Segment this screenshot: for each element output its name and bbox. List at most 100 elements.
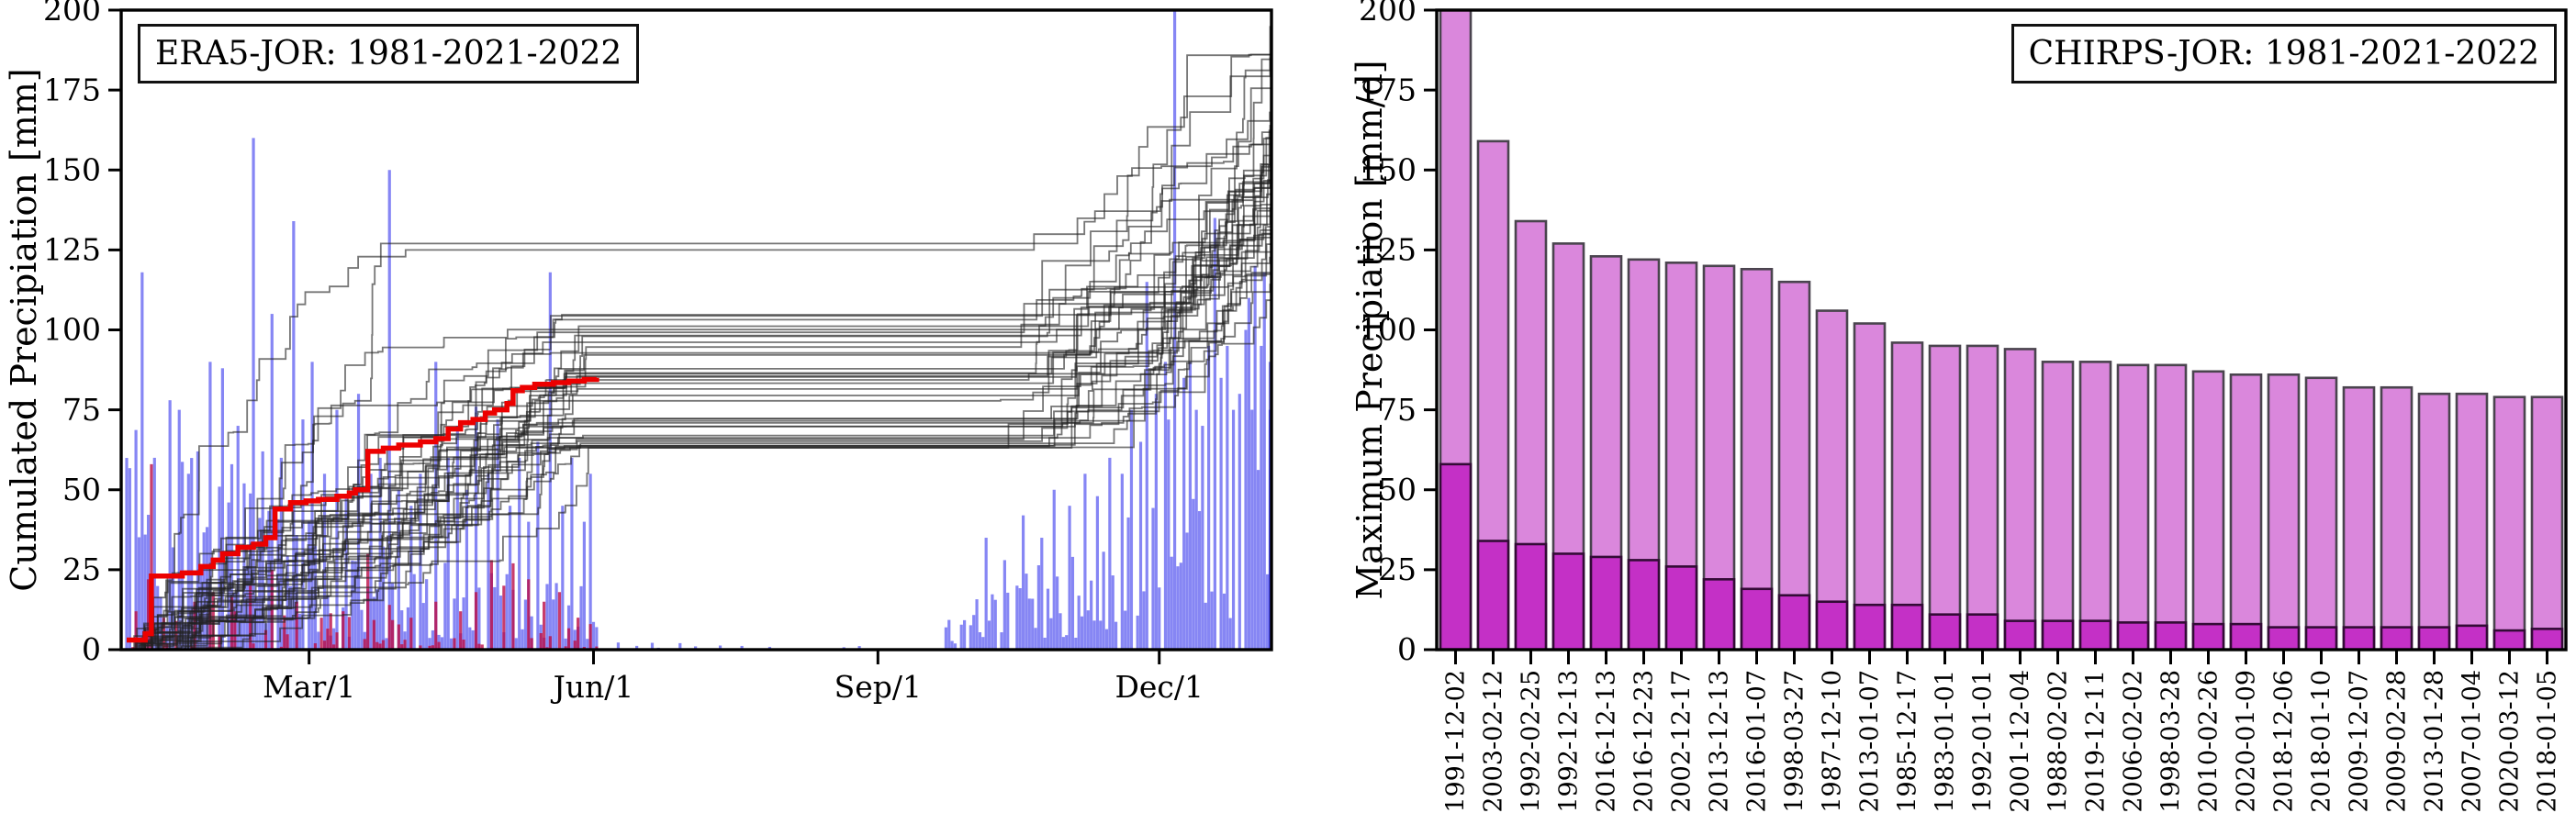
max-precip-bar — [2116, 363, 2150, 650]
daily-precip-2022-bar — [453, 638, 456, 650]
cumulative-curves-ensemble — [127, 26, 1271, 650]
daily-precip-bar — [421, 603, 425, 650]
daily-precip-bar — [400, 610, 404, 650]
daily-precip-bar — [443, 562, 447, 650]
daily-precip-2022-bar — [347, 617, 352, 650]
daily-precip-bar — [230, 463, 234, 650]
cumulative-curve-year — [127, 272, 1271, 650]
max-precip-bar — [2041, 361, 2075, 650]
daily-precip-bar — [1176, 566, 1180, 650]
daily-precip-bar — [1238, 394, 1241, 650]
daily-precip-2022-bar — [434, 601, 438, 650]
y-tick-label: 175 — [43, 72, 101, 107]
daily-precip-bar — [474, 406, 478, 650]
cumulative-curve-year — [127, 215, 1271, 650]
daily-precip-2022-bar — [381, 640, 386, 650]
overlay-max-bar — [1702, 578, 1736, 650]
daily-precip-bar — [595, 627, 599, 650]
daily-precip-bar — [171, 547, 175, 650]
overlay-max-bar — [2191, 622, 2225, 650]
daily-precip-2022-bar — [437, 641, 441, 650]
daily-precip-bar — [387, 170, 391, 650]
daily-precip-bar — [412, 574, 416, 650]
daily-precip-bar — [1070, 556, 1075, 650]
daily-precip-bar — [1036, 565, 1041, 650]
daily-precip-2022-bar — [366, 553, 370, 650]
daily-precip-bar — [1170, 556, 1173, 650]
daily-precip-2022-bar — [387, 605, 391, 650]
daily-precip-bar — [1074, 637, 1078, 650]
y-tick-label: 25 — [1378, 551, 1417, 587]
daily-precip-bar — [1027, 598, 1031, 650]
x-date-label: 2009-12-07 — [2346, 670, 2374, 813]
daily-precip-bar — [1129, 409, 1134, 650]
daily-precip-bar — [1213, 217, 1216, 650]
daily-precip-bar — [579, 585, 583, 650]
x-date-label: 1992-02-25 — [1518, 670, 1546, 813]
daily-precip-bar — [406, 607, 410, 650]
daily-precip-2022-bar — [286, 634, 289, 650]
x-date-label: 1998-03-28 — [2157, 670, 2186, 813]
daily-precip-bar — [505, 574, 509, 650]
daily-precip-2022-bar — [431, 645, 434, 650]
x-date-label: 2018-01-10 — [2308, 670, 2336, 813]
daily-precip-2022-bar — [391, 619, 395, 650]
cumulative-curve-year — [127, 273, 1271, 650]
plot-border — [1435, 8, 2568, 652]
x-date-label: 2020-03-12 — [2496, 670, 2525, 813]
daily-precip-bar — [477, 587, 481, 650]
daily-precip-bar — [1228, 618, 1232, 650]
daily-precip-bar — [1207, 345, 1211, 650]
daily-precip-bar — [1247, 297, 1251, 650]
daily-precip-bar — [1080, 616, 1084, 650]
daily-precip-bar — [1043, 637, 1047, 650]
daily-precip-bar — [969, 625, 972, 650]
daily-precip-bar — [1222, 593, 1226, 650]
daily-precip-bar — [1108, 457, 1112, 650]
cumulative-curve-year — [127, 251, 1271, 650]
y-tick-label: 25 — [62, 551, 101, 587]
daily-precip-bar — [375, 589, 379, 650]
daily-precip-bar — [694, 646, 698, 650]
daily-precip-2022-bar — [477, 643, 481, 650]
y-tick-label: 100 — [1359, 312, 1417, 348]
x-tick-label: Sep/1 — [834, 669, 922, 705]
daily-precip-bar — [1124, 610, 1127, 650]
overlay-max-bar — [1740, 587, 1774, 650]
max-precip-bar — [2191, 370, 2225, 650]
daily-precip-bar — [1049, 618, 1053, 650]
y-tick-label: 75 — [1378, 392, 1417, 428]
daily-precip-bar — [1000, 632, 1003, 650]
daily-precip-2022-bar — [230, 596, 234, 650]
daily-precip-bar — [1266, 574, 1270, 650]
max-precip-bar — [2003, 348, 2037, 650]
daily-precip-bar — [616, 642, 621, 650]
daily-precip-bar — [360, 609, 364, 650]
daily-precip-bar — [1065, 635, 1069, 650]
daily-precip-bar — [301, 419, 305, 650]
daily-precip-bar — [1058, 613, 1062, 650]
right-panel-title-box: CHIRPS-JOR: 1981-2021-2022 — [2010, 24, 2557, 84]
y-tick-label: 50 — [62, 472, 101, 507]
y-tick-label: 200 — [43, 0, 101, 28]
daily-precip-bar — [1031, 598, 1035, 650]
daily-precip-bar — [140, 272, 144, 650]
daily-precip-bar — [857, 646, 861, 650]
cumulative-curve-year — [127, 207, 1271, 650]
daily-precip-bar — [446, 457, 450, 650]
daily-precip-2022-bar — [428, 645, 431, 650]
overlay-max-bar — [1551, 552, 1585, 650]
daily-precip-2022-bar — [480, 644, 484, 650]
x-date-label: 2002-12-17 — [1668, 670, 1697, 813]
daily-precip-2022-bar — [573, 640, 577, 650]
daily-precip-2022-bar — [419, 645, 422, 650]
daily-precip-bar — [397, 489, 400, 650]
daily-precip-bar — [740, 645, 744, 650]
daily-precip-2022-bar — [489, 560, 493, 650]
daily-precip-bar — [1158, 587, 1161, 650]
daily-precip-bar — [573, 629, 577, 650]
daily-precip-2022-bar — [548, 636, 552, 650]
daily-precip-bar — [1040, 538, 1044, 650]
daily-precip-bar — [270, 314, 274, 650]
daily-precip-bar — [1194, 409, 1198, 650]
